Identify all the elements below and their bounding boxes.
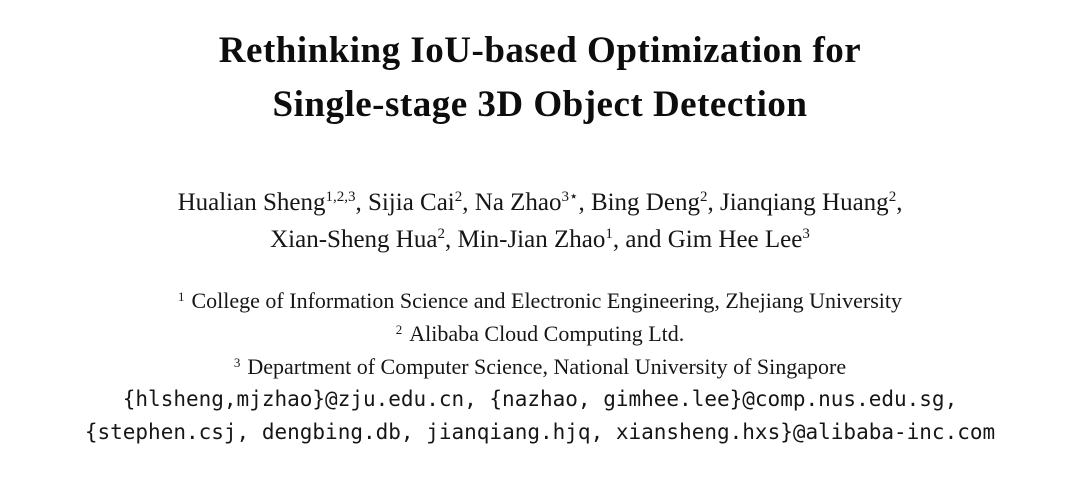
- author-name: Hualian Sheng: [177, 189, 326, 216]
- email-line-1: {hlsheng,mjzhao}@zju.edu.cn, {nazhao, gi…: [122, 387, 958, 411]
- author-separator: ,: [444, 226, 458, 253]
- email-line-2: {stephen.csj, dengbing.db, jianqiang.hjq…: [84, 420, 996, 444]
- affiliation-text: College of Information Science and Elect…: [191, 288, 903, 313]
- affiliation-2: 2 Alibaba Cloud Computing Ltd.: [0, 317, 1080, 350]
- author-name: Min-Jian Zhao: [457, 226, 606, 253]
- author-affil-marker: 1: [605, 226, 613, 242]
- author-separator: ,: [578, 189, 591, 216]
- author-block: Hualian Sheng1,2,3, Sijia Cai2, Na Zhao3…: [0, 184, 1080, 258]
- affiliation-1: 1 College of Information Science and Elec…: [0, 284, 1080, 317]
- author-affil-marker: 1,2,3: [325, 189, 356, 205]
- author-separator: ,: [896, 189, 903, 216]
- author-name: Sijia Cai: [367, 189, 455, 216]
- author-affil-marker: 2: [888, 189, 897, 205]
- author-line-2: Xian-Sheng Hua2, Min-Jian Zhao1, and Gim…: [0, 221, 1080, 258]
- author-name: Na Zhao: [474, 189, 562, 216]
- author-name: Jianqiang Huang: [719, 189, 889, 216]
- author-separator: , and: [612, 226, 668, 253]
- paper-title-line-2: Single-stage 3D Object Detection: [272, 84, 808, 125]
- author-name: Bing Deng: [590, 189, 700, 216]
- affiliation-3: 3 Department of Computer Science, Nationa…: [0, 350, 1080, 383]
- author-separator: ,: [707, 189, 720, 216]
- affiliation-number: 2: [395, 322, 403, 337]
- paper-title-line-1: Rethinking IoU-based Optimization for: [218, 30, 862, 71]
- affiliation-block: 1 College of Information Science and Elec…: [0, 284, 1080, 449]
- paper-title: Rethinking IoU-based Optimization for Sin…: [0, 0, 1080, 132]
- author-affil-marker: 3⋆: [561, 189, 579, 205]
- affiliation-number: 3: [233, 355, 241, 370]
- author-line-1: Hualian Sheng1,2,3, Sijia Cai2, Na Zhao3…: [0, 184, 1080, 221]
- affiliation-text: Alibaba Cloud Computing Ltd.: [409, 321, 685, 346]
- affiliation-number: 1: [178, 289, 185, 304]
- author-name: Gim Hee Lee: [667, 226, 803, 253]
- author-affil-marker: 2: [699, 189, 708, 205]
- author-name: Xian-Sheng Hua: [270, 226, 438, 253]
- author-separator: ,: [462, 189, 475, 216]
- affiliation-text: Department of Computer Science, National…: [247, 354, 847, 379]
- author-separator: ,: [355, 189, 368, 216]
- email-block: {hlsheng,mjzhao}@zju.edu.cn, {nazhao, gi…: [0, 383, 1080, 449]
- author-affil-marker: 2: [437, 226, 445, 242]
- author-affil-marker: 2: [454, 189, 463, 205]
- author-affil-marker: 3: [802, 226, 810, 242]
